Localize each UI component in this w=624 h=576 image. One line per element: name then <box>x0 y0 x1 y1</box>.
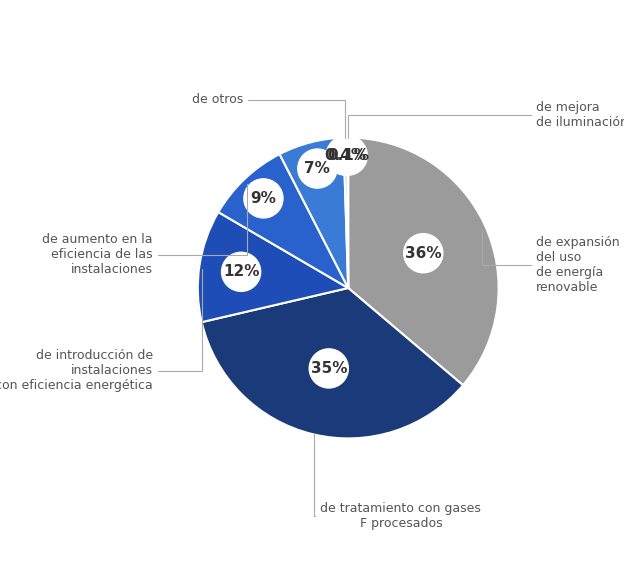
Text: de mejora
de iluminación: de mejora de iluminación <box>348 101 624 138</box>
Circle shape <box>298 149 337 188</box>
Text: de introducción de
instalaciones
con eficiencia energética: de introducción de instalaciones con efi… <box>0 269 202 392</box>
Wedge shape <box>280 138 348 288</box>
Text: 12%: 12% <box>223 264 260 279</box>
Text: de tratamiento con gases
F procesados: de tratamiento con gases F procesados <box>314 434 481 529</box>
Text: de expansión
del uso
de energía
renovable: de expansión del uso de energía renovabl… <box>482 229 620 294</box>
Text: 0.4%: 0.4% <box>324 148 367 163</box>
Circle shape <box>404 234 443 273</box>
Wedge shape <box>218 154 348 288</box>
Wedge shape <box>198 212 348 322</box>
Text: 35%: 35% <box>311 361 347 376</box>
Text: de otros: de otros <box>192 93 346 138</box>
Wedge shape <box>343 138 348 288</box>
Circle shape <box>326 136 365 175</box>
Circle shape <box>244 179 283 218</box>
Circle shape <box>328 136 368 175</box>
Text: 36%: 36% <box>405 246 442 261</box>
Text: de aumento en la
eficiencia de las
instalaciones: de aumento en la eficiencia de las insta… <box>42 184 247 276</box>
Wedge shape <box>347 138 348 288</box>
Text: 7%: 7% <box>305 161 330 176</box>
Text: 0.1%: 0.1% <box>327 148 369 163</box>
Wedge shape <box>202 288 463 438</box>
Circle shape <box>222 252 261 291</box>
Text: 9%: 9% <box>250 191 276 206</box>
Circle shape <box>310 349 348 388</box>
Wedge shape <box>348 138 499 385</box>
